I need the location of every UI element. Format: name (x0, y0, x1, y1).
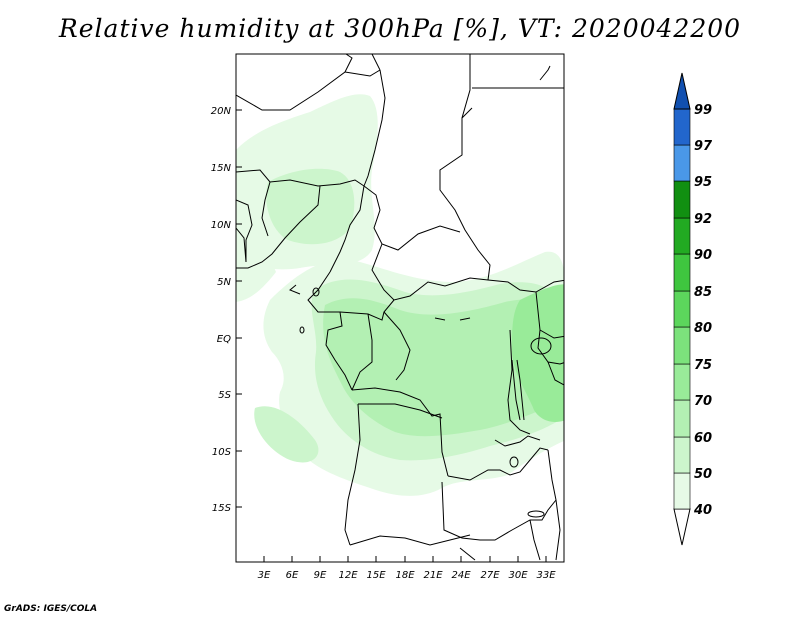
lat-label: 20N (211, 106, 232, 117)
colorbar-segment-below-40 (673, 508, 691, 546)
colorbar-label: 70 (694, 394, 712, 409)
colorbar-segment-above-99 (673, 72, 691, 110)
latitude-axis: 20N 15N 10N 5N EQ 5S 10S 15S (211, 106, 242, 514)
lon-label: 30E (508, 570, 528, 581)
humidity-southwest-streak (254, 406, 319, 463)
colorbar-segment (673, 399, 691, 438)
lat-label: 15S (212, 503, 232, 514)
country-borders (236, 54, 564, 561)
lon-label: 12E (338, 570, 358, 581)
colorbar-segment (673, 290, 691, 328)
colorbar-segment (673, 108, 691, 146)
chart-title: Relative humidity at 300hPa [%], VT: 202… (58, 14, 742, 43)
lon-label: 27E (480, 570, 500, 581)
map-frame (235, 53, 565, 563)
colorbar-segment (673, 363, 691, 401)
lon-label: 21E (423, 570, 443, 581)
colorbar-label: 75 (694, 358, 712, 373)
colorbar-label: 92 (694, 212, 712, 227)
colorbar-label: 80 (694, 321, 712, 336)
colorbar-label: 99 (694, 103, 712, 118)
colorbar-segment (673, 253, 691, 292)
lat-label: 15N (211, 163, 232, 174)
lat-label: 5S (218, 390, 231, 401)
colorbar-segment (673, 326, 691, 365)
lon-label: 9E (314, 570, 327, 581)
colorbar-segment (673, 144, 691, 182)
lon-label: 15E (366, 570, 386, 581)
lon-label: 6E (286, 570, 299, 581)
colorbar-label: 60 (694, 431, 712, 446)
colorbar-label: 95 (694, 175, 712, 190)
colorbar-label: 97 (694, 139, 713, 154)
lon-label: 18E (395, 570, 415, 581)
lat-label: 10S (212, 447, 232, 458)
lat-label: 5N (217, 277, 231, 288)
lakes (299, 287, 552, 518)
colorbar-segment (673, 436, 691, 474)
colorbar-label: 50 (694, 467, 712, 482)
colorbar-segment (673, 180, 691, 219)
lat-label: 10N (211, 220, 232, 231)
colorbar-segment (673, 472, 691, 510)
humidity-main-region-core (323, 298, 556, 437)
colorbar-label: 90 (694, 248, 712, 263)
colorbar: 40 50 60 70 75 80 85 90 92 95 97 99 (673, 72, 713, 546)
colorbar-segment (673, 217, 691, 255)
colorbar-label: 85 (694, 285, 712, 300)
lon-label: 33E (536, 570, 556, 581)
humidity-band-north-inner (266, 168, 355, 245)
longitude-axis: 3E 6E 9E 12E 15E 18E 21E 24E 27E 30E 33E (258, 556, 556, 581)
humidity-field (236, 94, 564, 496)
lon-label: 3E (258, 570, 271, 581)
grads-credit: GrADS: IGES/COLA (4, 604, 98, 614)
lat-label: EQ (217, 334, 231, 345)
lon-label: 24E (451, 570, 471, 581)
colorbar-label: 40 (693, 503, 712, 518)
